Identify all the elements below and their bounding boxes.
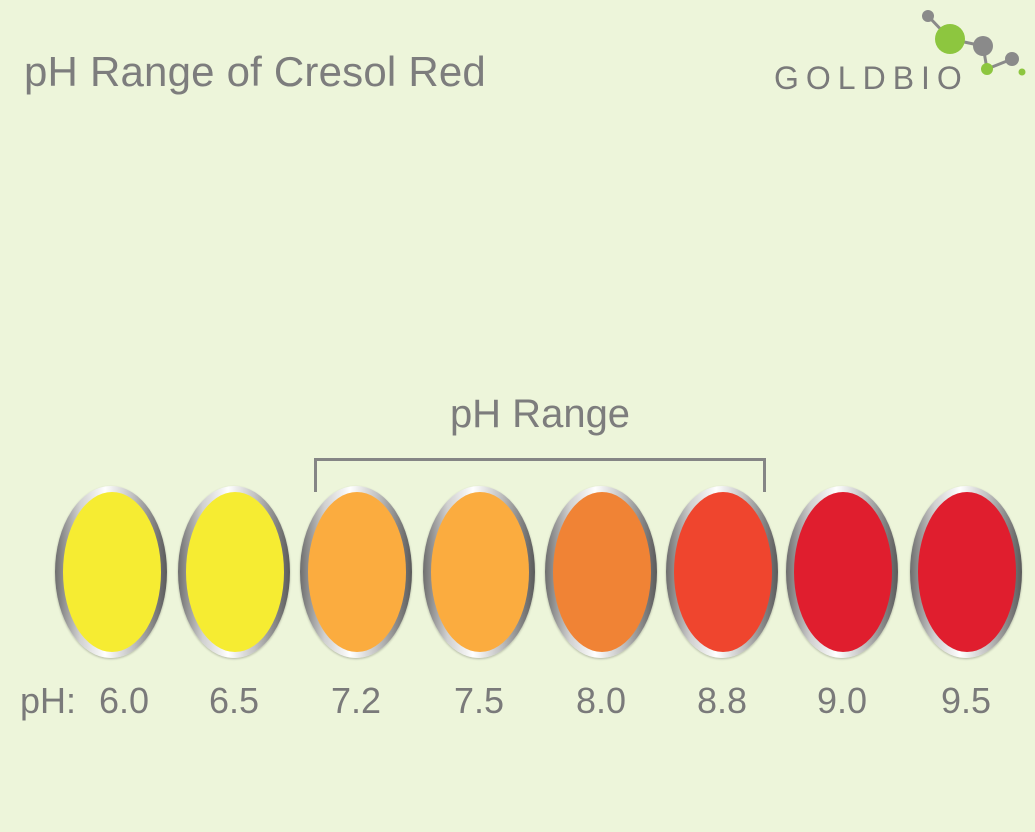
- ph-value-3: 7.2: [330, 680, 382, 721]
- logo-text: GOLDBIO: [774, 60, 969, 96]
- sample-liquid: [918, 492, 1016, 652]
- sample-liquid: [308, 492, 406, 652]
- goldbio-logo: GOLDBIO: [770, 6, 1030, 98]
- page-title: pH Range of Cresol Red: [24, 48, 486, 95]
- sample-liquid: [63, 492, 161, 652]
- sample-liquid: [431, 492, 529, 652]
- sample-liquid: [186, 492, 284, 652]
- ph-range-bracket: [314, 458, 766, 492]
- sample-liquid: [553, 492, 651, 652]
- ph-value-4: 7.5: [453, 680, 505, 721]
- ph-value-5: 8.0: [575, 680, 627, 721]
- molecule-logo-icon: [922, 10, 1026, 76]
- sample-tube-6: [666, 486, 778, 658]
- sample-liquid: [794, 492, 892, 652]
- ph-value-8: 9.5: [940, 680, 992, 721]
- sample-tube-3: [300, 486, 412, 658]
- ph-value-7: 9.0: [816, 680, 868, 721]
- sample-tube-8: [910, 486, 1022, 658]
- sample-tube-2: [178, 486, 290, 658]
- ph-prefix-label: pH:: [20, 680, 77, 721]
- sample-tube-7: [786, 486, 898, 658]
- ph-value-1: 6.0: [98, 680, 150, 721]
- sample-liquid: [674, 492, 772, 652]
- sample-tube-1: [55, 486, 167, 658]
- ph-value-2: 6.5: [208, 680, 260, 721]
- ph-range-label: pH Range: [449, 392, 631, 436]
- ph-value-6: 8.8: [696, 680, 748, 721]
- sample-tube-4: [423, 486, 535, 658]
- sample-tube-5: [545, 486, 657, 658]
